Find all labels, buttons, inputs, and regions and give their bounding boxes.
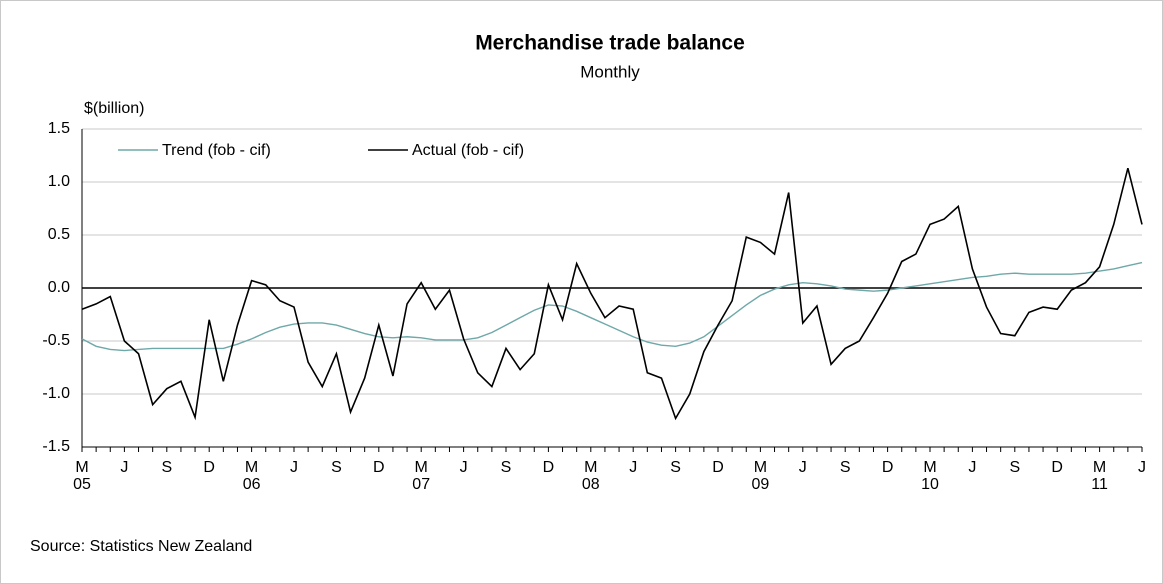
x-tick-label: S <box>840 459 851 476</box>
x-tick-label: J <box>968 459 976 476</box>
legend-label: Actual (fob - cif) <box>412 142 524 159</box>
x-tick-label: M <box>923 459 936 476</box>
x-tick-label: M <box>75 459 88 476</box>
x-tick-label: J <box>1138 459 1146 476</box>
x-year-label: 09 <box>752 476 770 493</box>
x-year-label: 08 <box>582 476 600 493</box>
x-tick-label: J <box>629 459 637 476</box>
y-tick-label: 0.5 <box>48 226 70 243</box>
x-year-label: 05 <box>73 476 91 493</box>
legend-label: Trend (fob - cif) <box>162 142 271 159</box>
x-tick-label: M <box>584 459 597 476</box>
x-tick-label: D <box>712 459 724 476</box>
y-tick-label: 0.0 <box>48 279 70 296</box>
y-tick-label: -0.5 <box>42 332 70 349</box>
x-tick-label: S <box>1009 459 1020 476</box>
x-tick-label: S <box>331 459 342 476</box>
x-year-label: 07 <box>412 476 430 493</box>
chart-title: Merchandise trade balance <box>475 32 745 55</box>
x-year-label: 06 <box>243 476 261 493</box>
x-tick-label: M <box>754 459 767 476</box>
y-tick-label: -1.5 <box>42 438 70 455</box>
y-axis-label: $(billion) <box>84 100 144 117</box>
y-tick-label: 1.0 <box>48 173 70 190</box>
x-tick-label: M <box>245 459 258 476</box>
y-tick-label: -1.0 <box>42 385 70 402</box>
chart-subtitle: Monthly <box>580 62 640 81</box>
x-tick-label: M <box>415 459 428 476</box>
x-tick-label: J <box>460 459 468 476</box>
x-year-label: 11 <box>1091 476 1108 493</box>
x-tick-label: J <box>290 459 298 476</box>
series-line <box>81 168 1143 421</box>
x-tick-label: J <box>120 459 128 476</box>
x-tick-label: D <box>373 459 385 476</box>
x-tick-label: D <box>203 459 215 476</box>
y-tick-label: 1.5 <box>48 120 70 137</box>
x-tick-label: S <box>670 459 681 476</box>
source-note: Source: Statistics New Zealand <box>30 538 252 555</box>
x-tick-label: M <box>1093 459 1106 476</box>
x-tick-label: D <box>1051 459 1063 476</box>
x-tick-label: D <box>882 459 894 476</box>
series-line <box>81 261 1143 352</box>
x-tick-label: S <box>161 459 172 476</box>
x-tick-label: S <box>501 459 512 476</box>
x-tick-label: J <box>799 459 807 476</box>
x-tick-label: D <box>543 459 555 476</box>
x-year-label: 10 <box>921 476 939 493</box>
